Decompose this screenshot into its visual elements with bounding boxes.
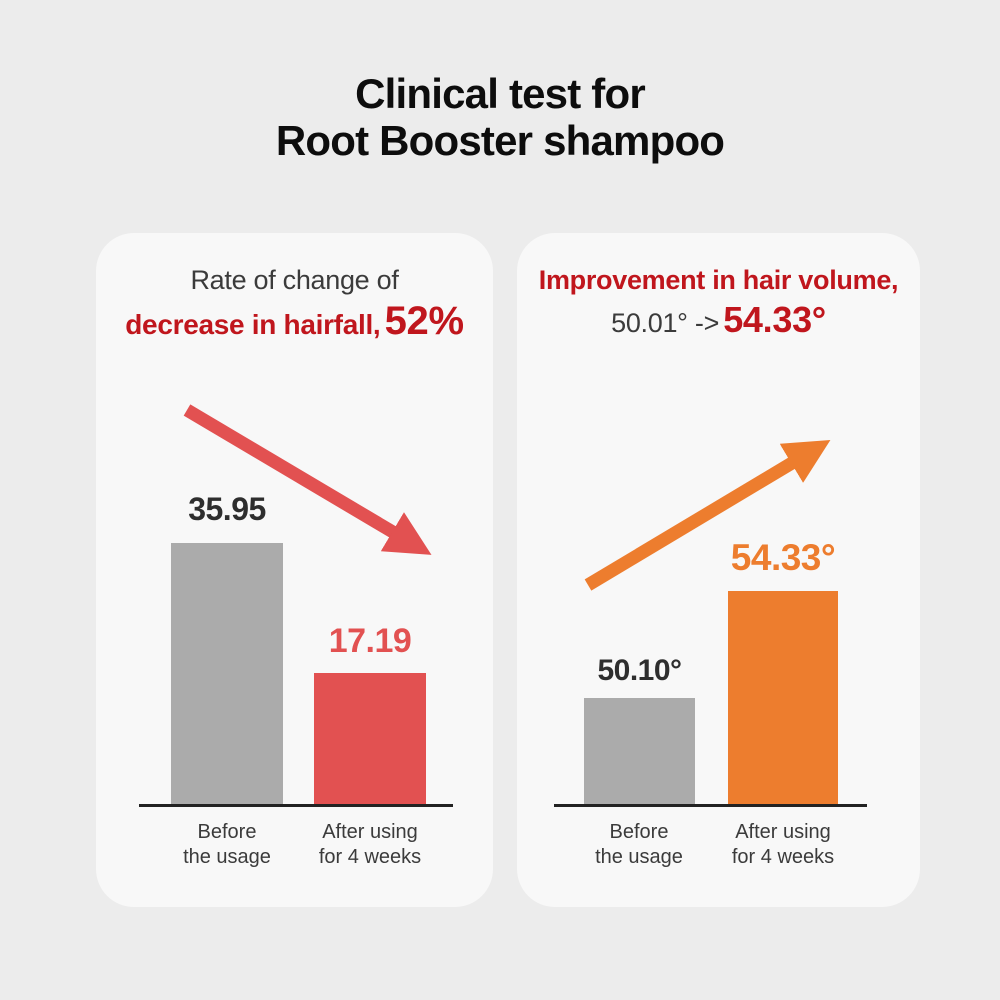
category-before-line1: Before xyxy=(197,821,257,843)
category-label-after: After using for 4 weeks xyxy=(732,820,834,870)
hair-volume-heading-line1: Improvement in hair volume, xyxy=(538,265,899,295)
category-after-line2: for 4 weeks xyxy=(731,846,835,868)
hair-volume-heading-prefix: 50.01° -> xyxy=(611,308,720,338)
hair-volume-heading-line2: 50.01° -> 54.33° xyxy=(517,299,920,341)
category-before-line2: the usage xyxy=(595,846,683,868)
category-before-line1: Before xyxy=(609,821,669,843)
hairfall-heading-line1: Rate of change of xyxy=(190,265,399,295)
hairfall-heading-value: 52% xyxy=(384,299,464,343)
page-title-line1: Clinical test for xyxy=(355,70,646,117)
axis-line xyxy=(139,804,453,807)
uptrend-arrow-icon xyxy=(584,439,831,591)
bar-value-before: 50.10° xyxy=(597,654,682,687)
category-label-before: Before the usage xyxy=(183,820,271,870)
category-after-line1: After using xyxy=(735,821,831,843)
hair-volume-panel: Improvement in hair volume, 50.01° -> 54… xyxy=(517,233,920,907)
downtrend-arrow-icon xyxy=(183,404,432,555)
hair-volume-heading-value: 54.33° xyxy=(723,299,826,340)
category-label-before: Before the usage xyxy=(595,820,683,870)
bar-value-after: 54.33° xyxy=(730,537,836,578)
bar-value-after: 17.19 xyxy=(328,622,412,660)
category-after-line1: After using xyxy=(322,821,418,843)
hairfall-panel-heading: Rate of change of decrease in hairfall, … xyxy=(96,263,493,344)
axis-line xyxy=(554,804,867,807)
bar-before-usage xyxy=(171,543,283,806)
bar-after-usage xyxy=(314,673,426,806)
category-before-line2: the usage xyxy=(183,846,271,868)
hair-volume-panel-heading: Improvement in hair volume, 50.01° -> 54… xyxy=(517,263,920,341)
category-label-after: After using for 4 weeks xyxy=(319,820,421,870)
hairfall-heading-strong: decrease in hairfall, xyxy=(125,309,381,340)
bar-before-usage xyxy=(584,698,695,806)
category-after-line2: for 4 weeks xyxy=(318,846,422,868)
hairfall-panel: Rate of change of decrease in hairfall, … xyxy=(96,233,493,907)
page-title-line2: Root Booster shampoo xyxy=(275,117,725,164)
hairfall-heading-line2: decrease in hairfall, 52% xyxy=(96,299,493,344)
page-title: Clinical test for Root Booster shampoo xyxy=(0,70,1000,164)
bar-after-usage xyxy=(728,591,838,806)
bar-value-before: 35.95 xyxy=(188,491,266,527)
